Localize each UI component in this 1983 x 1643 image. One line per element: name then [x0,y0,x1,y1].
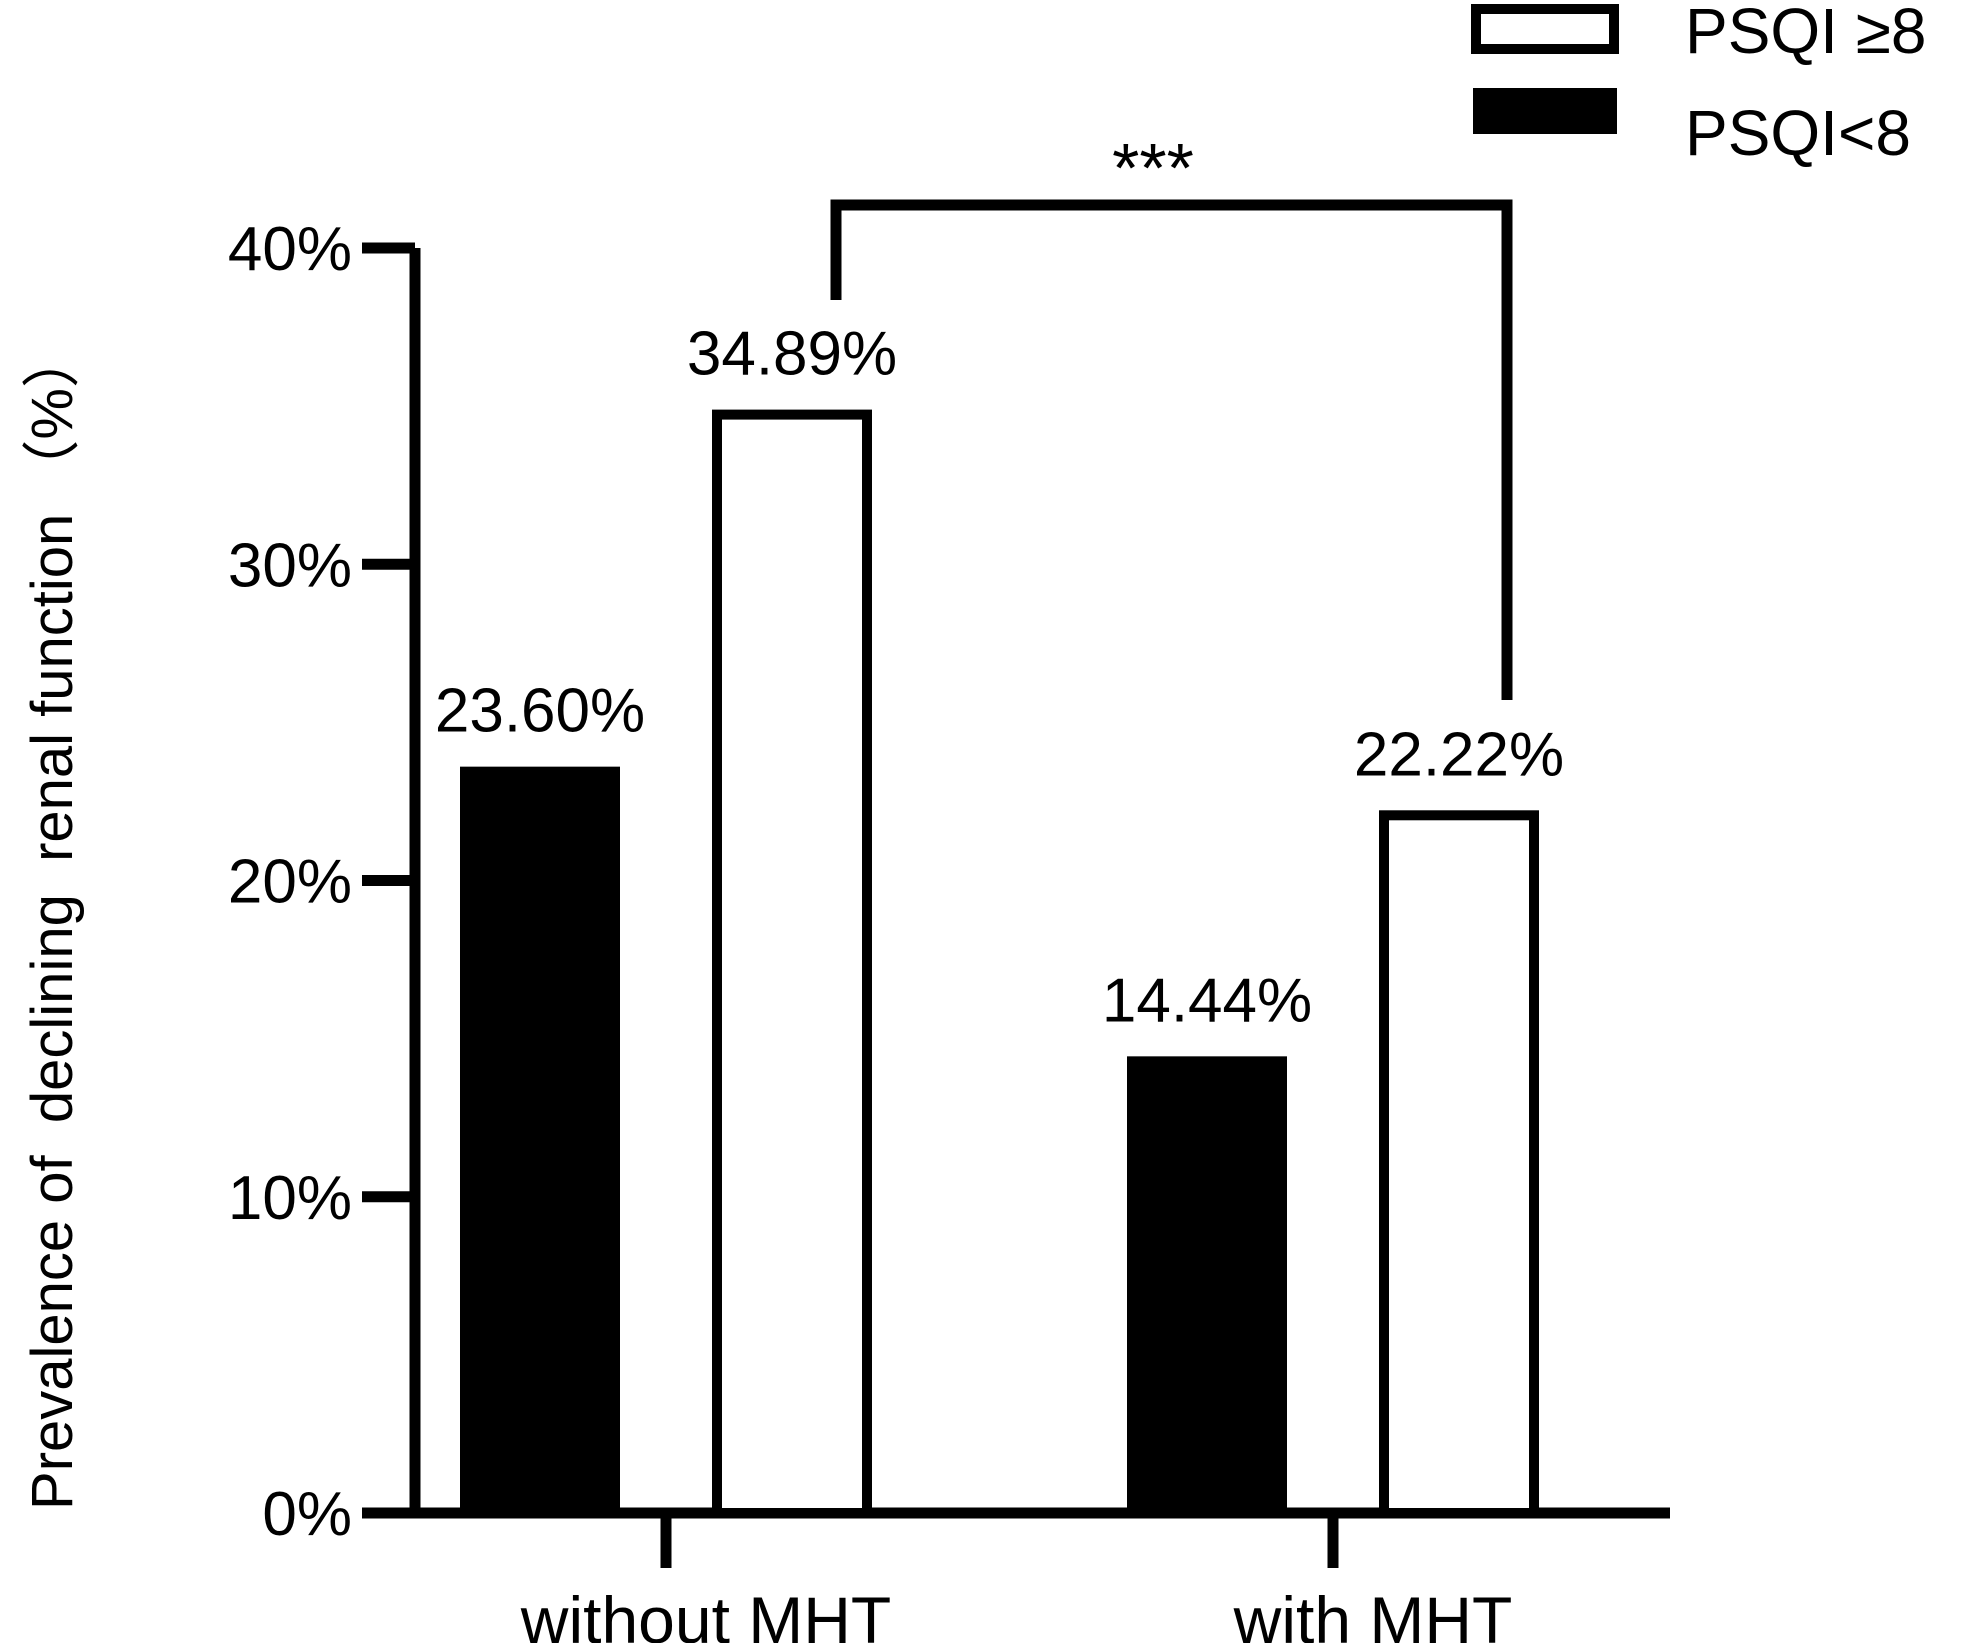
legend-swatch-psqi-ge8 [1471,4,1619,54]
y-axis-title: Prevalence of declining renal function （… [20,330,85,1510]
x-categories: without MHT with MHT [520,1513,1513,1643]
bar-psqi-lt8 [460,766,620,1513]
legend-label-psqi-ge8: PSQI ≥8 [1685,0,1926,67]
y-tick-label: 40% [228,215,352,284]
significance-bracket-line [830,199,1513,700]
y-tick-label: 10% [228,1164,352,1233]
significance-label: *** [1112,129,1194,207]
y-tick-label: 0% [262,1480,352,1549]
data-label-psqi-ge8: 22.22% [1354,720,1564,789]
bar-psqi-ge8 [712,409,872,1518]
x-category-label: without MHT [520,1583,891,1643]
x-category-label: with MHT [1233,1583,1513,1643]
legend-swatch-psqi-lt8 [1473,88,1617,134]
bar-psqi-ge8 [1379,810,1539,1518]
significance-bracket: *** [830,129,1513,700]
bars: 23.60% 34.89% 14.44% 22.22% [435,320,1564,1518]
bar-psqi-lt8 [1127,1056,1287,1513]
data-label-psqi-ge8: 34.89% [687,320,897,389]
legend: PSQI ≥8 PSQI<8 [1471,0,1926,169]
data-label-psqi-lt8: 14.44% [1102,966,1312,1035]
y-tick-label: 30% [228,531,352,600]
data-label-psqi-lt8: 23.60% [435,677,645,746]
legend-label-psqi-lt8: PSQI<8 [1685,97,1911,169]
y-tick-label: 20% [228,848,352,917]
y-ticks: 0% 10% 20% 30% 40% [228,215,415,1549]
